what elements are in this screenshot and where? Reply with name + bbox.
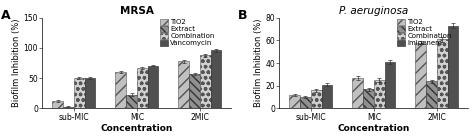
Bar xyxy=(137,68,147,109)
Bar xyxy=(311,90,321,109)
Bar xyxy=(416,43,426,109)
Title: MRSA: MRSA xyxy=(120,6,154,16)
Bar xyxy=(384,62,395,109)
Bar xyxy=(447,26,458,109)
Legend: TiO2, Extract, Combination, Vancomycin: TiO2, Extract, Combination, Vancomycin xyxy=(159,18,216,47)
Bar xyxy=(321,85,332,109)
X-axis label: Concentration: Concentration xyxy=(337,124,410,133)
Bar xyxy=(63,107,74,109)
Y-axis label: Biofilm Inhibition (%): Biofilm Inhibition (%) xyxy=(254,19,263,107)
Y-axis label: Biofilm Inhibition (%): Biofilm Inhibition (%) xyxy=(12,19,21,107)
Title: P. aeruginosa: P. aeruginosa xyxy=(339,6,409,16)
Bar xyxy=(426,81,437,109)
Bar xyxy=(179,61,189,109)
Bar xyxy=(353,78,363,109)
Bar xyxy=(84,78,95,109)
X-axis label: Concentration: Concentration xyxy=(100,124,173,133)
Bar xyxy=(147,65,158,109)
Bar xyxy=(437,39,447,109)
Text: A: A xyxy=(0,9,10,22)
Bar xyxy=(74,78,84,109)
Bar xyxy=(290,95,300,109)
Bar xyxy=(116,72,126,109)
Bar xyxy=(126,95,137,109)
Bar xyxy=(374,80,384,109)
Bar xyxy=(189,74,200,109)
Text: B: B xyxy=(237,9,247,22)
Legend: TiO2, Extract, Combination, Imipenem: TiO2, Extract, Combination, Imipenem xyxy=(396,18,453,47)
Bar xyxy=(53,101,63,109)
Bar xyxy=(200,55,210,109)
Bar xyxy=(300,97,311,109)
Bar xyxy=(210,50,221,109)
Bar xyxy=(363,89,374,109)
